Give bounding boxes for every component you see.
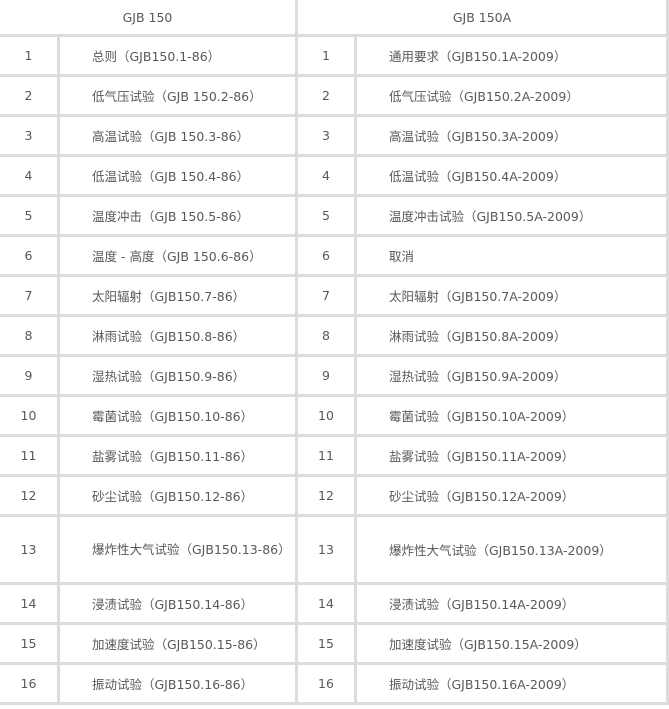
old-index-cell: 12 xyxy=(0,477,57,514)
table-row: 11 盐雾试验（GJB150.11-86） 11 盐雾试验（GJB150.11A-20… xyxy=(0,437,666,474)
new-index-cell: 2 xyxy=(298,77,354,114)
old-index-cell: 6 xyxy=(0,237,57,274)
header-gjb150: GJB 150 xyxy=(0,0,295,34)
new-standard-cell: 爆炸性大气试验（GJB150.13A-2009） xyxy=(357,517,666,582)
new-standard-cell: 湿热试验（GJB150.9A-2009） xyxy=(357,357,666,394)
new-standard-cell: 取消 xyxy=(357,237,666,274)
table-row: 1 总则（GJB150.1-86） 1 通用要求（GJB150.1A-2009） xyxy=(0,37,666,74)
table-row: 10 霉菌试验（GJB150.10-86） 10 霉菌试验（GJB150.10A-20… xyxy=(0,397,666,434)
new-index-cell: 15 xyxy=(298,625,354,662)
new-standard-cell: 温度冲击试验（GJB150.5A-2009） xyxy=(357,197,666,234)
old-standard-cell: 浸渍试验（GJB150.14-86） xyxy=(60,585,295,622)
old-index-cell: 2 xyxy=(0,77,57,114)
new-index-cell: 16 xyxy=(298,665,354,702)
new-standard-cell: 淋雨试验（GJB150.8A-2009） xyxy=(357,317,666,354)
old-index-cell: 7 xyxy=(0,277,57,314)
old-index-cell: 5 xyxy=(0,197,57,234)
new-standard-cell: 加速度试验（GJB150.15A-2009） xyxy=(357,625,666,662)
old-index-cell: 4 xyxy=(0,157,57,194)
table-row: 4 低温试验（GJB 150.4-86） 4 低温试验（GJB150.4A-2009） xyxy=(0,157,666,194)
new-standard-cell: 通用要求（GJB150.1A-2009） xyxy=(357,37,666,74)
old-index-cell: 15 xyxy=(0,625,57,662)
new-index-cell: 5 xyxy=(298,197,354,234)
table-row: 13 爆炸性大气试验（GJB150.13-86） 13 爆炸性大气试验（GJB150.… xyxy=(0,517,666,582)
table-row: 9 湿热试验（GJB150.9-86） 9 湿热试验（GJB150.9A-2009） xyxy=(0,357,666,394)
old-index-cell: 8 xyxy=(0,317,57,354)
table-row: 2 低气压试验（GJB 150.2-86） 2 低气压试验（GJB150.2A-200… xyxy=(0,77,666,114)
new-index-cell: 6 xyxy=(298,237,354,274)
table-row: 3 高温试验（GJB 150.3-86） 3 高温试验（GJB150.3A-2009） xyxy=(0,117,666,154)
table-row: 8 淋雨试验（GJB150.8-86） 8 淋雨试验（GJB150.8A-2009） xyxy=(0,317,666,354)
old-index-cell: 1 xyxy=(0,37,57,74)
new-index-cell: 10 xyxy=(298,397,354,434)
old-index-cell: 14 xyxy=(0,585,57,622)
table-row: 15 加速度试验（GJB150.15-86） 15 加速度试验（GJB150.15A-… xyxy=(0,625,666,662)
header-row: GJB 150 GJB 150A xyxy=(0,0,666,34)
new-index-cell: 4 xyxy=(298,157,354,194)
table-row: 6 温度 - 高度（GJB 150.6-86） 6 取消 xyxy=(0,237,666,274)
old-index-cell: 11 xyxy=(0,437,57,474)
new-index-cell: 3 xyxy=(298,117,354,154)
new-standard-cell: 浸渍试验（GJB150.14A-2009） xyxy=(357,585,666,622)
old-standard-cell: 低气压试验（GJB 150.2-86） xyxy=(60,77,295,114)
old-standard-cell: 太阳辐射（GJB150.7-86） xyxy=(60,277,295,314)
old-standard-cell: 爆炸性大气试验（GJB150.13-86） xyxy=(60,517,295,582)
old-standard-cell: 高温试验（GJB 150.3-86） xyxy=(60,117,295,154)
new-standard-cell: 振动试验（GJB150.16A-2009） xyxy=(357,665,666,702)
new-standard-cell: 太阳辐射（GJB150.7A-2009） xyxy=(357,277,666,314)
new-index-cell: 1 xyxy=(298,37,354,74)
old-index-cell: 3 xyxy=(0,117,57,154)
new-standard-cell: 盐雾试验（GJB150.11A-2009） xyxy=(357,437,666,474)
old-standard-cell: 淋雨试验（GJB150.8-86） xyxy=(60,317,295,354)
table-row: 14 浸渍试验（GJB150.14-86） 14 浸渍试验（GJB150.14A-20… xyxy=(0,585,666,622)
new-index-cell: 13 xyxy=(298,517,354,582)
header-gjb150a: GJB 150A xyxy=(298,0,666,34)
old-index-cell: 9 xyxy=(0,357,57,394)
new-standard-cell: 低温试验（GJB150.4A-2009） xyxy=(357,157,666,194)
old-index-cell: 10 xyxy=(0,397,57,434)
new-standard-cell: 低气压试验（GJB150.2A-2009） xyxy=(357,77,666,114)
old-standard-cell: 加速度试验（GJB150.15-86） xyxy=(60,625,295,662)
old-standard-cell: 总则（GJB150.1-86） xyxy=(60,37,295,74)
new-standard-cell: 高温试验（GJB150.3A-2009） xyxy=(357,117,666,154)
old-index-cell: 13 xyxy=(0,517,57,582)
old-standard-cell: 湿热试验（GJB150.9-86） xyxy=(60,357,295,394)
table-row: 7 太阳辐射（GJB150.7-86） 7 太阳辐射（GJB150.7A-2009） xyxy=(0,277,666,314)
old-standard-cell: 低温试验（GJB 150.4-86） xyxy=(60,157,295,194)
old-index-cell: 16 xyxy=(0,665,57,702)
old-standard-cell: 砂尘试验（GJB150.12-86） xyxy=(60,477,295,514)
new-index-cell: 14 xyxy=(298,585,354,622)
table-row: 16 振动试验（GJB150.16-86） 16 振动试验（GJB150.16A-20… xyxy=(0,665,666,702)
old-standard-cell: 霉菌试验（GJB150.10-86） xyxy=(60,397,295,434)
old-standard-cell: 盐雾试验（GJB150.11-86） xyxy=(60,437,295,474)
new-index-cell: 11 xyxy=(298,437,354,474)
new-standard-cell: 霉菌试验（GJB150.10A-2009） xyxy=(357,397,666,434)
old-standard-cell: 温度 - 高度（GJB 150.6-86） xyxy=(60,237,295,274)
new-index-cell: 12 xyxy=(298,477,354,514)
new-index-cell: 9 xyxy=(298,357,354,394)
table-row: 5 温度冲击（GJB 150.5-86） 5 温度冲击试验（GJB150.5A-200… xyxy=(0,197,666,234)
old-standard-cell: 温度冲击（GJB 150.5-86） xyxy=(60,197,295,234)
old-standard-cell: 振动试验（GJB150.16-86） xyxy=(60,665,295,702)
new-index-cell: 7 xyxy=(298,277,354,314)
table-row: 12 砂尘试验（GJB150.12-86） 12 砂尘试验（GJB150.12A-20… xyxy=(0,477,666,514)
new-index-cell: 8 xyxy=(298,317,354,354)
new-standard-cell: 砂尘试验（GJB150.12A-2009） xyxy=(357,477,666,514)
